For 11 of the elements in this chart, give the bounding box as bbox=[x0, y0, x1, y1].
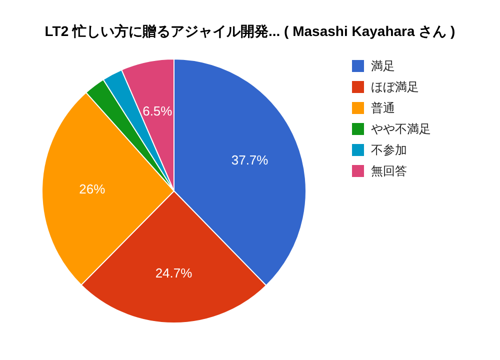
legend-label: 普通 bbox=[371, 101, 395, 115]
data-label: 24.7% bbox=[155, 265, 193, 280]
data-label: 26% bbox=[79, 181, 106, 196]
legend-label: ほぼ満足 bbox=[371, 80, 419, 94]
legend-label: 不参加 bbox=[371, 143, 407, 157]
data-label: 37.7% bbox=[231, 152, 269, 168]
chart-title: LT2 忙しい方に贈るアジャイル開発... ( Masashi Kayahara さん ) bbox=[44, 23, 456, 39]
legend-label: 無回答 bbox=[371, 164, 407, 178]
legend-label: やや不満足 bbox=[371, 122, 431, 136]
data-label: 6.5% bbox=[142, 103, 173, 118]
legend-label: 満足 bbox=[371, 59, 395, 73]
